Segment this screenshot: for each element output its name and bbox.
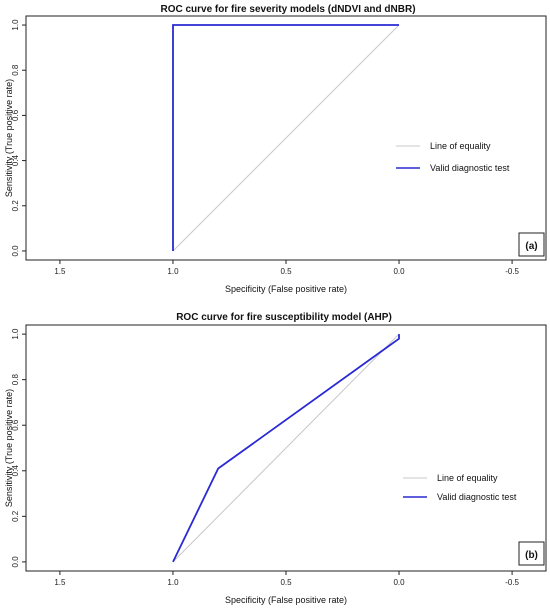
y-axis: 0.0 0.2 0.4 0.6 0.8 1.0 — [11, 328, 26, 567]
x-axis: 1.5 1.0 0.5 0.0 -0.5 — [54, 571, 520, 587]
legend-label-line-of-equality: Line of equality — [437, 473, 498, 483]
plot-area — [172, 24, 400, 252]
x-tick-label: 1.0 — [167, 578, 179, 587]
x-tick-label: 1.0 — [167, 267, 179, 276]
legend-label-valid-diagnostic-test: Valid diagnostic test — [437, 492, 517, 502]
y-tick-label: 1.0 — [11, 19, 20, 31]
x-tick-label: -0.5 — [505, 267, 519, 276]
y-axis-title: Sensitivity (True positive rate) — [4, 389, 14, 507]
series-line-of-equality — [172, 333, 400, 563]
y-axis-title: Sensitivity (True positive rate) — [4, 79, 14, 197]
series-line-of-equality — [172, 24, 400, 252]
x-tick-label: 1.5 — [54, 267, 66, 276]
x-tick-label: -0.5 — [505, 578, 519, 587]
y-tick-label: 0.2 — [11, 510, 20, 522]
x-tick-label: 0.5 — [280, 267, 292, 276]
x-axis-title: Specificity (False positive rate) — [225, 284, 347, 294]
y-tick-label: 0.8 — [11, 64, 20, 76]
y-tick-label: 0.6 — [11, 109, 20, 121]
chart-title: ROC curve for fire susceptibility model … — [176, 312, 392, 323]
panel-label-box — [518, 232, 545, 257]
x-tick-label: 1.5 — [54, 578, 66, 587]
y-tick-label: 0.6 — [11, 419, 20, 431]
x-tick-label: 0.0 — [393, 578, 405, 587]
y-tick-label: 0.0 — [11, 556, 20, 568]
x-axis: 1.5 1.0 0.5 0.0 -0.5 — [54, 260, 520, 276]
roc-chart-a: ROC curve for fire severity models (dNDV… — [4, 4, 547, 294]
roc-chart-b: ROC curve for fire susceptibility model … — [4, 312, 547, 605]
y-tick-label: 0.4 — [11, 465, 20, 477]
panel-label: (b) — [525, 550, 538, 561]
y-tick-label: 0.8 — [11, 374, 20, 386]
legend-label-line-of-equality: Line of equality — [430, 141, 491, 151]
legend: Line of equality Valid diagnostic test — [396, 141, 510, 173]
legend: Line of equality Valid diagnostic test — [403, 473, 517, 502]
legend-label-valid-diagnostic-test: Valid diagnostic test — [430, 163, 510, 173]
panel-label-box — [518, 541, 545, 566]
y-tick-label: 0.2 — [11, 200, 20, 212]
y-tick-label: 0.4 — [11, 154, 20, 166]
series-valid-diagnostic-test — [172, 334, 400, 563]
y-axis: 0.0 0.2 0.4 0.6 0.8 1.0 — [11, 19, 26, 257]
y-tick-label: 0.0 — [11, 245, 20, 257]
x-axis-title: Specificity (False positive rate) — [225, 595, 347, 605]
y-tick-label: 1.0 — [11, 328, 20, 340]
chart-title: ROC curve for fire severity models (dNDV… — [160, 4, 415, 15]
plot-area — [172, 333, 400, 563]
x-tick-label: 0.0 — [393, 267, 405, 276]
panel-label: (a) — [525, 241, 537, 252]
x-tick-label: 0.5 — [280, 578, 292, 587]
series-valid-diagnostic-test — [172, 24, 399, 251]
